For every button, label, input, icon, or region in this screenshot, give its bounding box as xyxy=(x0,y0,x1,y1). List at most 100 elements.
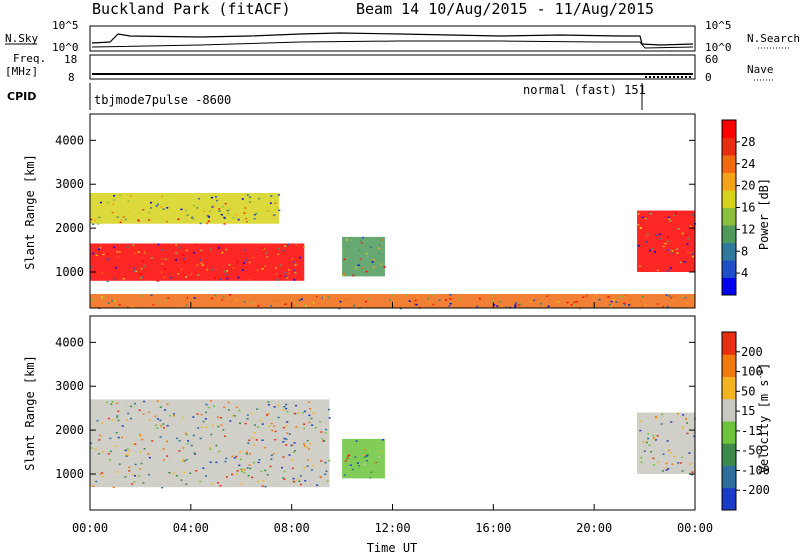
echo-speckle xyxy=(391,294,394,297)
echo-speckle xyxy=(686,302,689,304)
echo-speckle xyxy=(478,297,481,300)
echo-speckle xyxy=(109,450,112,453)
echo-speckle xyxy=(232,217,235,219)
echo-speckle xyxy=(294,272,297,274)
echo-speckle xyxy=(359,240,362,242)
echo-speckle xyxy=(305,446,308,449)
echo-speckle xyxy=(197,274,200,276)
echo-speckle xyxy=(369,476,372,479)
echo-speckle xyxy=(645,235,648,237)
echo-speckle xyxy=(682,426,685,429)
echo-speckle xyxy=(308,401,311,403)
echo-speckle xyxy=(347,455,350,457)
echo-speckle xyxy=(652,434,655,437)
echo-speckle xyxy=(115,450,118,452)
echo-speckle xyxy=(221,251,224,254)
echo-speckle xyxy=(291,467,294,470)
echo-speckle xyxy=(226,270,229,272)
echo-speckle xyxy=(199,437,202,440)
echo-speckle xyxy=(116,415,119,417)
echo-speckle xyxy=(238,404,241,406)
echo-speckle xyxy=(672,214,675,217)
echo-speckle xyxy=(191,216,194,219)
freq-tick-top: 18 xyxy=(64,53,77,66)
echo-speckle xyxy=(159,419,162,422)
echo-speckle xyxy=(343,474,346,476)
echo-speckle xyxy=(249,467,252,470)
freq-unit: [MHz] xyxy=(5,65,38,78)
echo-speckle xyxy=(261,485,264,487)
echo-speckle xyxy=(219,278,222,281)
echo-speckle xyxy=(193,204,196,207)
colorbar-segment xyxy=(722,190,736,208)
echo-speckle xyxy=(207,406,210,409)
echo-speckle xyxy=(378,456,381,458)
echo-speckle xyxy=(126,193,129,196)
echo-speckle xyxy=(448,305,451,307)
echo-speckle xyxy=(141,276,144,278)
echo-speckle xyxy=(674,252,677,254)
echo-speckle xyxy=(641,442,644,445)
echo-speckle xyxy=(647,432,650,435)
echo-speckle xyxy=(114,445,117,447)
echo-speckle xyxy=(656,435,659,437)
echo-speckle xyxy=(667,449,670,452)
echo-speckle xyxy=(192,218,195,220)
echo-speckle xyxy=(661,415,664,418)
echo-speckle xyxy=(248,201,251,203)
echo-speckle xyxy=(691,214,694,216)
echo-speckle xyxy=(354,456,357,458)
echo-speckle xyxy=(237,445,240,448)
echo-speckle xyxy=(653,251,656,253)
echo-speckle xyxy=(156,203,159,206)
echo-speckle xyxy=(216,252,219,254)
echo-speckle xyxy=(303,423,306,425)
y-tick-label: 3000 xyxy=(55,379,84,393)
echo-speckle xyxy=(164,409,167,411)
echo-speckle xyxy=(152,304,155,306)
echo-speckle xyxy=(239,422,242,425)
echo-speckle xyxy=(666,240,669,243)
echo-speckle xyxy=(673,295,676,297)
echo-speckle xyxy=(355,440,358,442)
echo-speckle xyxy=(691,255,694,258)
echo-speckle xyxy=(177,218,180,221)
echo-speckle xyxy=(323,439,326,442)
echo-speckle xyxy=(192,416,195,418)
echo-speckle xyxy=(492,294,495,297)
echo-patch xyxy=(90,399,330,488)
echo-speckle xyxy=(177,306,180,309)
echo-speckle xyxy=(299,483,302,486)
echo-speckle xyxy=(133,481,136,483)
echo-speckle xyxy=(261,421,264,424)
power-ylabel: Slant Range [km] xyxy=(23,154,37,270)
echo-speckle xyxy=(656,303,659,305)
echo-speckle xyxy=(298,480,301,483)
echo-speckle xyxy=(607,296,610,298)
echo-speckle xyxy=(303,444,306,447)
echo-speckle xyxy=(310,469,313,471)
echo-speckle xyxy=(218,450,221,453)
echo-speckle xyxy=(128,470,131,472)
echo-speckle xyxy=(652,437,655,439)
echo-speckle xyxy=(148,419,151,422)
echo-speckle xyxy=(236,299,239,301)
colorbar-tick-label: -200 xyxy=(741,483,770,497)
echo-speckle xyxy=(127,200,130,202)
echo-speckle xyxy=(641,451,644,454)
echo-speckle xyxy=(185,459,188,461)
echo-speckle xyxy=(677,227,680,230)
echo-speckle xyxy=(370,471,373,474)
echo-speckle xyxy=(655,417,658,420)
echo-speckle xyxy=(119,194,122,197)
echo-speckle xyxy=(547,305,550,307)
echo-speckle xyxy=(499,301,502,303)
echo-speckle xyxy=(117,436,120,439)
echo-speckle xyxy=(363,456,366,458)
echo-speckle xyxy=(623,304,626,306)
echo-speckle xyxy=(178,246,181,249)
echo-patch xyxy=(342,438,385,479)
echo-speckle xyxy=(645,441,648,444)
echo-speckle xyxy=(646,241,649,243)
echo-speckle xyxy=(656,269,659,272)
